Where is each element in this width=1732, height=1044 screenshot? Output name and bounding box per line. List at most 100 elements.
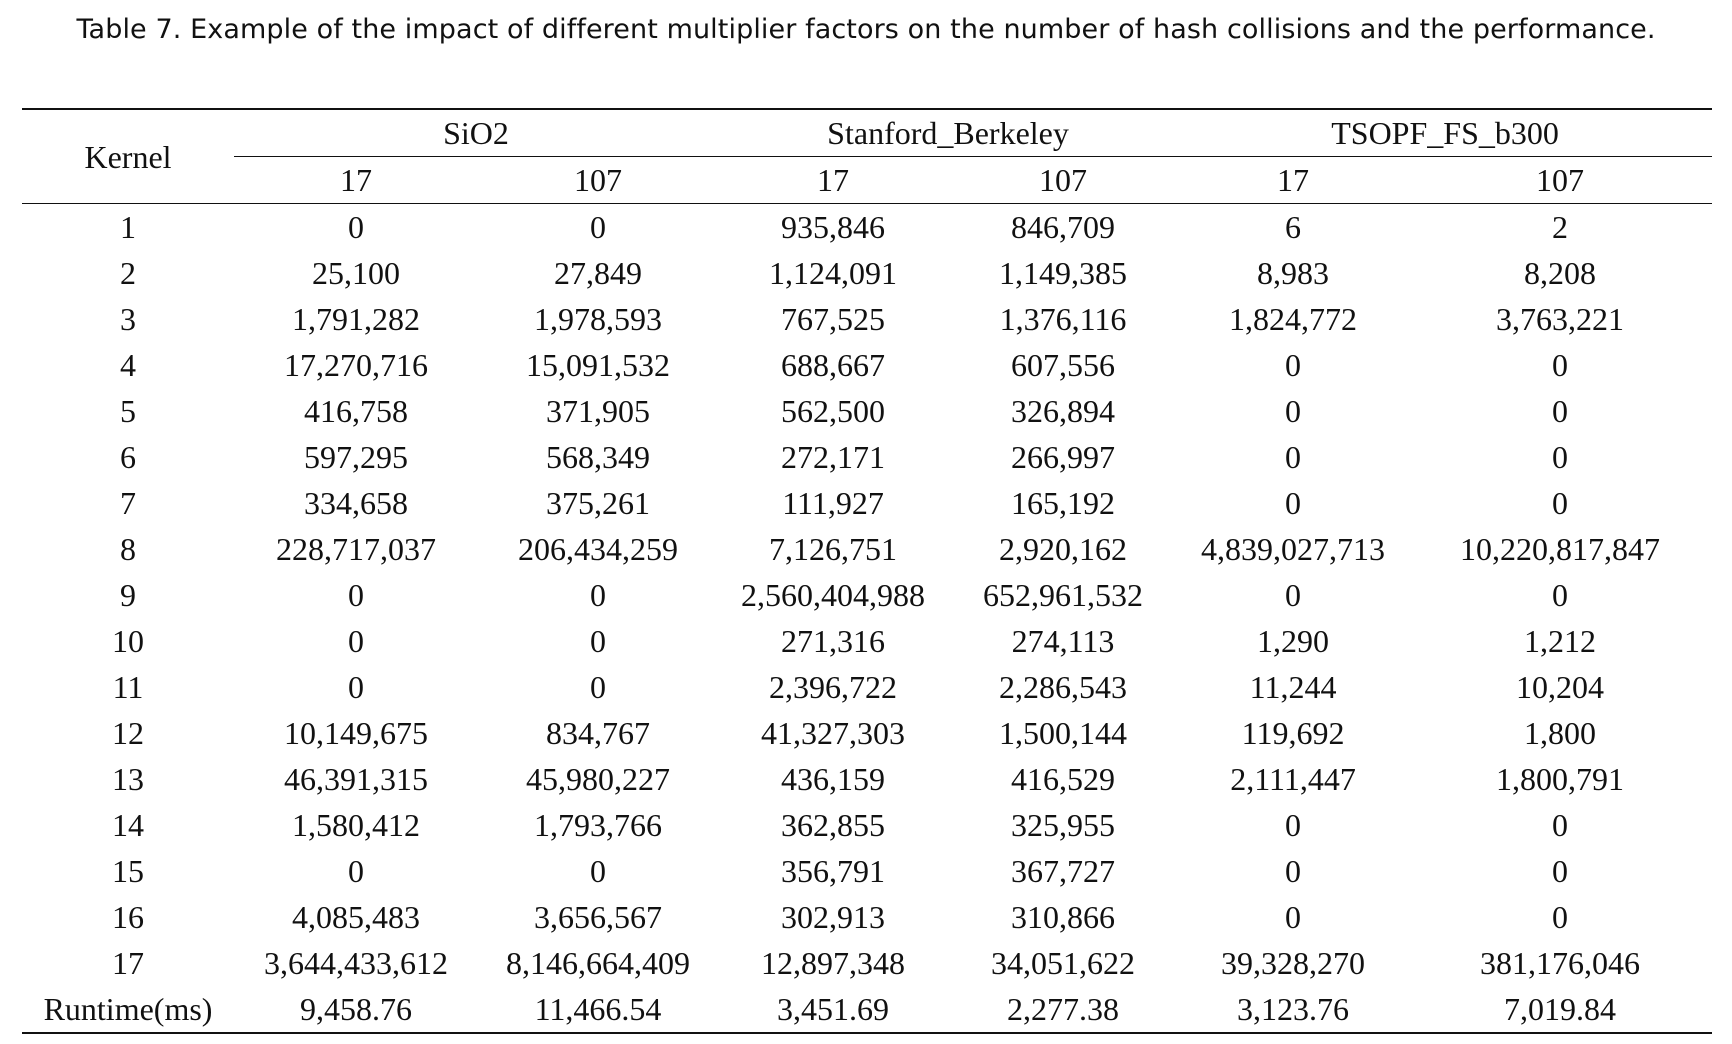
table-cell: 2,111,447 [1230, 761, 1356, 797]
table-cell: 0 [590, 669, 606, 705]
table-cell: 0 [1285, 853, 1302, 889]
table-cell: 1,376,116 [999, 301, 1127, 337]
table-cell: 2,286,543 [999, 669, 1128, 705]
table-cell: 846,709 [1011, 209, 1116, 245]
table-cell: 1,824,772 [1229, 301, 1358, 337]
row-label: 8 [120, 531, 136, 567]
group-header-row: Kernel SiO2 Stanford_Berkeley TSOPF_FS_b… [22, 109, 1713, 204]
table-cell: 1,149,385 [999, 255, 1128, 291]
table-row: 6 597,295 568,349 272,171 266,997 0 0 [22, 434, 1712, 480]
row-label: 12 [112, 715, 144, 751]
multiplier-header: 107 [574, 162, 622, 198]
table-cell: 3,644,433,612 [264, 945, 448, 981]
row-label: 3 [120, 301, 136, 337]
table-cell: 0 [1552, 393, 1569, 429]
table-cell: 0 [1285, 485, 1302, 521]
multiplier-header: 17 [340, 162, 372, 198]
table-cell: 12,897,348 [761, 945, 906, 981]
table-cell: 1,124,091 [769, 255, 898, 291]
table-cell: 3,656,567 [534, 899, 662, 935]
table-cell: 10,220,817,847 [1460, 531, 1661, 567]
table-cell: 362,855 [781, 807, 886, 843]
table-cell: 688,667 [781, 347, 886, 383]
table-cell: 0 [1285, 439, 1302, 475]
table-cell: 0 [1552, 899, 1569, 935]
table-cell: 0 [348, 853, 364, 889]
table-row: 13 46,391,315 45,980,227 436,159 416,529 2,11… [22, 756, 1712, 802]
table-cell: 206,434,259 [518, 531, 678, 567]
table-cell: 46,391,315 [284, 761, 428, 797]
multiplier-header: 17 [817, 162, 850, 198]
table-row: Runtime(ms) 9,458.76 11,466.54 3,451.69 2,27… [22, 986, 1713, 1033]
table-row: 16 4,085,483 3,656,567 302,913 310,866 0 0 [22, 894, 1712, 940]
table-cell: 0 [348, 209, 364, 245]
table-row: 3 1,791,282 1,978,593 767,525 1,376,116 1,824… [22, 296, 1712, 342]
table-cell: 375,261 [546, 485, 650, 521]
table-cell: 935,846 [781, 209, 886, 245]
row-label: 5 [120, 393, 136, 429]
table-cell: 165,192 [1011, 485, 1116, 521]
table-cell: 3,123.76 [1237, 991, 1350, 1027]
table-cell: 0 [348, 577, 364, 613]
table-row: 8 228,717,037 206,434,259 7,126,751 2,920,16… [22, 526, 1712, 572]
table-cell: 0 [1285, 393, 1302, 429]
table-cell: 0 [1285, 347, 1302, 383]
table-cell: 34,051,622 [991, 945, 1136, 981]
table-cell: 7,019.84 [1504, 991, 1617, 1027]
table-row: 14 1,580,412 1,793,766 362,855 325,955 0 0 [22, 802, 1712, 848]
table-row: 10 0 0 271,316 274,113 1,290 1,212 [22, 618, 1712, 664]
multiplier-header: 107 [1536, 162, 1585, 198]
row-label: 16 [112, 899, 144, 935]
table-cell: 39,328,270 [1221, 945, 1366, 981]
table-cell: 0 [1285, 807, 1302, 843]
kernel-column-header: Kernel [22, 109, 234, 204]
table-cell: 0 [590, 577, 606, 613]
table-cell: 8,146,664,409 [506, 945, 690, 981]
row-label: 1 [120, 209, 136, 245]
table-cell: 1,290 [1257, 623, 1330, 659]
table-cell: 0 [348, 669, 364, 705]
data-table: Kernel SiO2 Stanford_Berkeley TSOPF_FS_b… [22, 108, 1713, 1034]
row-label: 13 [112, 761, 144, 797]
row-label: 2 [120, 255, 136, 291]
table-cell: 4,085,483 [292, 899, 420, 935]
table-cell: 2,396,722 [769, 669, 898, 705]
table-cell: 0 [1552, 807, 1569, 843]
table-cell: 302,913 [781, 899, 886, 935]
table-cell: 2,920,162 [999, 531, 1128, 567]
table-cell: 0 [348, 623, 364, 659]
table-cell: 1,212 [1524, 623, 1597, 659]
table-cell: 767,525 [781, 301, 886, 337]
table-cell: 652,961,532 [983, 577, 1144, 613]
table-cell: 371,905 [546, 393, 650, 429]
table-cell: 834,767 [546, 715, 650, 751]
table-cell: 1,580,412 [292, 807, 420, 843]
table-cell: 3,451.69 [777, 991, 890, 1027]
table-row: 11 0 0 2,396,722 2,286,543 11,244 10,204 [22, 664, 1712, 710]
table-header: Kernel SiO2 Stanford_Berkeley TSOPF_FS_b… [22, 109, 1713, 204]
table-cell: 416,529 [1011, 761, 1116, 797]
row-label: 11 [112, 669, 144, 705]
table-cell: 8,208 [1524, 255, 1597, 291]
table-cell: 27,849 [554, 255, 642, 291]
table-cell: 266,997 [1011, 439, 1116, 475]
table-cell: 2,560,404,988 [741, 577, 926, 613]
table-cell: 11,244 [1249, 669, 1337, 705]
row-label: 17 [112, 945, 144, 981]
table-cell: 6 [1285, 209, 1302, 245]
table-cell: 0 [1552, 853, 1569, 889]
table-cell: 0 [1285, 577, 1302, 613]
table-cell: 0 [590, 623, 606, 659]
table-row: 12 10,149,675 834,767 41,327,303 1,500,144 11… [22, 710, 1712, 756]
table-cell: 17,270,716 [284, 347, 428, 383]
table-cell: 325,955 [1011, 807, 1116, 843]
row-label: 14 [112, 807, 144, 843]
row-label: 9 [120, 577, 136, 613]
table-row: 1 0 0 935,846 846,709 6 2 [22, 204, 1712, 251]
table-cell: 41,327,303 [761, 715, 906, 751]
table-row: 4 17,270,716 15,091,532 688,667 607,556 0 0 [22, 342, 1712, 388]
table-cell: 9,458.76 [300, 991, 412, 1027]
table-cell: 111,927 [782, 485, 884, 521]
table-row: 9 0 0 2,560,404,988 652,961,532 0 0 [22, 572, 1712, 618]
table-row: 5 416,758 371,905 562,500 326,894 0 0 [22, 388, 1712, 434]
